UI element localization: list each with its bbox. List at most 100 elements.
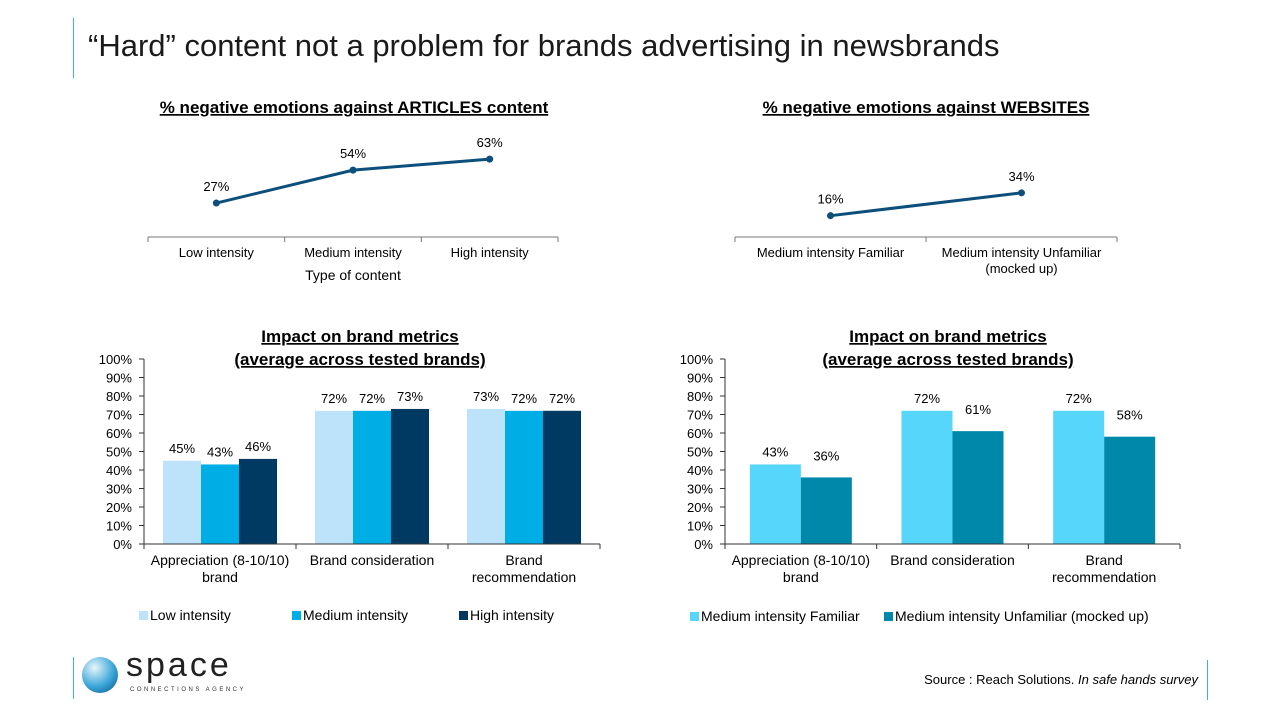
x-tick-label: Low intensity (179, 245, 255, 260)
bar (749, 464, 801, 544)
chart-title: (average across tested brands) (822, 350, 1073, 369)
bar (467, 408, 505, 544)
y-tick-label: 60% (687, 426, 713, 441)
data-line (215, 157, 490, 205)
x-axis-title: Type of content (305, 267, 401, 283)
data-point (1018, 189, 1025, 197)
y-tick-label: 30% (687, 482, 713, 497)
y-tick-label: 90% (687, 371, 713, 386)
source-note: Source : Reach Solutions. In safe hands … (924, 672, 1198, 687)
data-point (349, 166, 357, 174)
y-tick-label: 80% (687, 389, 713, 404)
chart-title: Impact on brand metrics (261, 327, 458, 346)
logo-globe-icon (82, 657, 118, 693)
y-tick-label: 10% (106, 519, 132, 534)
legend-label: Medium intensity (303, 607, 408, 623)
bar-value-label: 72% (511, 391, 537, 406)
bar (239, 458, 277, 544)
bar (353, 410, 391, 544)
y-tick-label: 30% (106, 482, 132, 497)
bar (800, 477, 852, 544)
y-tick-label: 0% (113, 537, 132, 552)
legend-swatch (292, 611, 301, 620)
chart-title: % negative emotions against WEBSITES (763, 98, 1090, 117)
y-tick-label: 20% (106, 500, 132, 515)
y-tick-label: 100% (680, 352, 714, 367)
x-tick-label: (mocked up) (985, 261, 1057, 276)
bar-value-label: 61% (965, 402, 991, 417)
bar-value-label: 72% (321, 391, 347, 406)
chart-title: (average across tested brands) (234, 350, 485, 369)
y-tick-label: 90% (106, 371, 132, 386)
x-tick-label: Medium intensity (304, 245, 402, 260)
data-label: 16% (817, 192, 843, 207)
x-tick-label: brand (202, 569, 238, 585)
bar (391, 408, 429, 544)
x-tick-label: Brand (1085, 552, 1122, 568)
title-accent-bar (73, 18, 74, 78)
bar-value-label: 72% (914, 391, 940, 406)
source-text: Source : Reach Solutions. (924, 672, 1079, 687)
y-tick-label: 50% (106, 445, 132, 460)
data-point (212, 199, 220, 207)
bar-value-label: 43% (762, 444, 788, 459)
chart-title: % negative emotions against ARTICLES con… (160, 98, 549, 117)
source-survey: In safe hands survey (1078, 672, 1198, 687)
x-tick-label: Medium intensity Unfamiliar (942, 245, 1102, 260)
legend-swatch (139, 611, 148, 620)
bar (201, 464, 239, 544)
bar-value-label: 72% (1066, 391, 1092, 406)
chart-title: Impact on brand metrics (849, 327, 1046, 346)
x-tick-label: Appreciation (8-10/10) (151, 552, 290, 568)
bar-value-label: 72% (549, 391, 575, 406)
x-tick-label: recommendation (472, 569, 576, 585)
legend-label: Medium intensity Unfamiliar (mocked up) (895, 608, 1149, 624)
logo-accent-bar (73, 657, 74, 699)
bar-value-label: 58% (1117, 408, 1143, 423)
data-label: 54% (340, 146, 366, 161)
bar (901, 410, 953, 544)
legend-swatch (690, 612, 699, 621)
bar-value-label: 36% (813, 448, 839, 463)
x-tick-label: brand (783, 569, 819, 585)
x-tick-label: Brand consideration (890, 552, 1015, 568)
y-tick-label: 40% (687, 463, 713, 478)
y-tick-label: 60% (106, 426, 132, 441)
x-tick-label: Appreciation (8-10/10) (732, 552, 871, 568)
y-tick-label: 10% (687, 519, 713, 534)
y-tick-label: 0% (694, 537, 713, 552)
y-tick-label: 70% (106, 408, 132, 423)
data-label: 34% (1008, 169, 1034, 184)
bar (505, 410, 543, 544)
bar-value-label: 72% (359, 391, 385, 406)
y-tick-label: 40% (106, 463, 132, 478)
legend-swatch (884, 612, 893, 621)
x-tick-label: High intensity (451, 245, 530, 260)
y-tick-label: 50% (687, 445, 713, 460)
bar-value-label: 45% (169, 441, 195, 456)
logo-tagline: CONNECTIONS AGENCY (130, 687, 247, 693)
bar (1104, 436, 1156, 544)
data-point (486, 155, 494, 163)
bar (543, 410, 581, 544)
page-title: “Hard” content not a problem for brands … (88, 28, 1000, 63)
source-accent-bar (1207, 660, 1208, 700)
y-tick-label: 20% (687, 500, 713, 515)
x-tick-label: Medium intensity Familiar (757, 245, 905, 260)
bar-value-label: 73% (473, 389, 499, 404)
y-tick-label: 70% (687, 408, 713, 423)
data-label: 63% (477, 135, 503, 150)
x-tick-label: Brand (505, 552, 542, 568)
data-point (827, 212, 834, 220)
legend-swatch (459, 611, 468, 620)
bar-value-label: 73% (397, 389, 423, 404)
legend-label: Low intensity (150, 607, 231, 623)
x-tick-label: recommendation (1052, 569, 1156, 585)
bar-value-label: 46% (245, 439, 271, 454)
data-label: 27% (203, 179, 229, 194)
bar (1053, 410, 1105, 544)
y-tick-label: 100% (99, 352, 133, 367)
bar (163, 460, 201, 544)
y-tick-label: 80% (106, 389, 132, 404)
